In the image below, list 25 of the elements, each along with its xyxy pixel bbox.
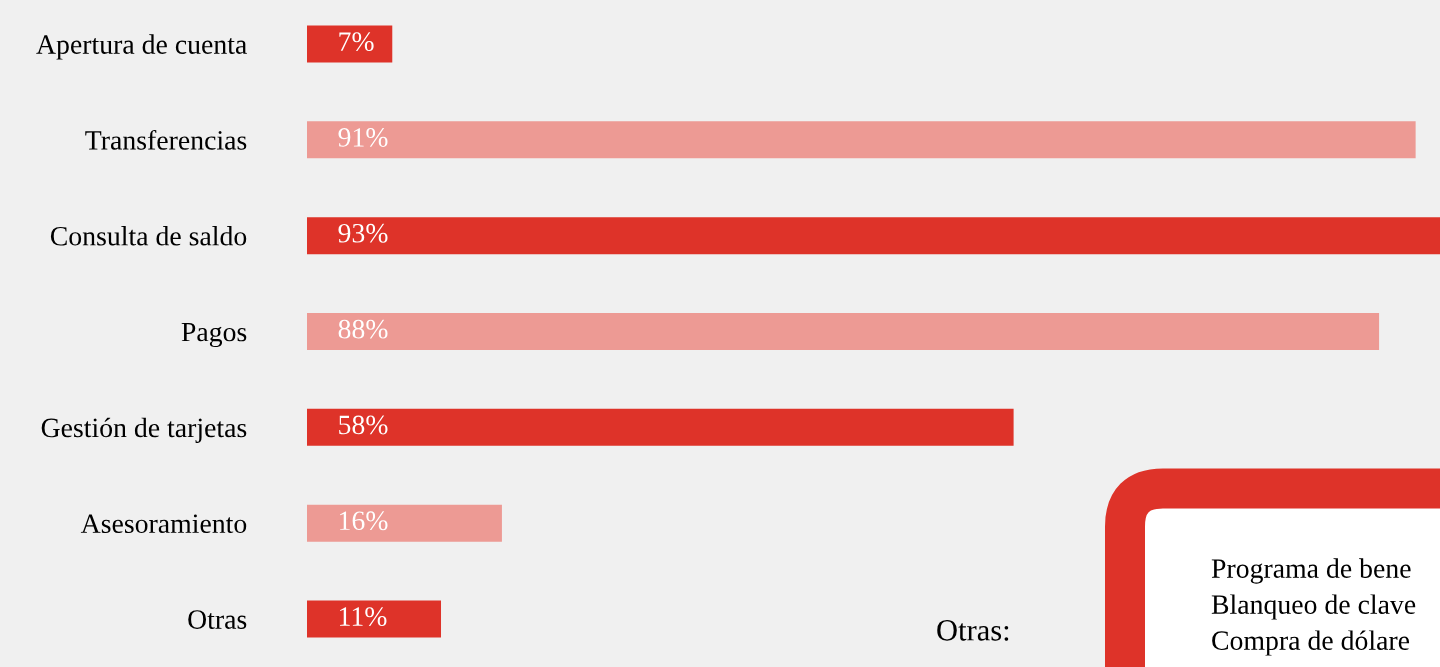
data-label: 88% xyxy=(338,319,388,339)
bar xyxy=(307,25,393,63)
data-label: 58% xyxy=(339,415,388,435)
data-label: 91% xyxy=(338,128,388,147)
y-tick-label: Consulta de saldo xyxy=(50,226,247,246)
y-tick-label: Asesoramiento xyxy=(80,514,247,534)
data-label: 93% xyxy=(338,223,388,243)
annotation: Programa de bene xyxy=(1211,558,1411,584)
bar xyxy=(307,504,502,542)
annotation: Otras: xyxy=(937,620,1009,641)
annotation: Blanqueo de clave xyxy=(1211,594,1416,620)
y-tick-label: Otras xyxy=(188,610,247,629)
y-tick-label: Apertura de cuenta xyxy=(36,34,247,60)
data-label: 11% xyxy=(340,607,387,627)
y-tick-label: Pagos xyxy=(181,322,247,348)
data-label: 16% xyxy=(340,511,388,531)
bar xyxy=(307,600,442,638)
bar xyxy=(307,408,1014,446)
bar xyxy=(307,313,1380,350)
y-tick-label: Gestión de tarjetas xyxy=(41,417,247,443)
y-tick-label: Transferencias xyxy=(85,129,247,150)
bar xyxy=(307,217,1440,255)
annotation: Compra de dólare xyxy=(1212,630,1410,656)
bar xyxy=(307,121,1416,159)
data-label: 7% xyxy=(339,32,374,52)
